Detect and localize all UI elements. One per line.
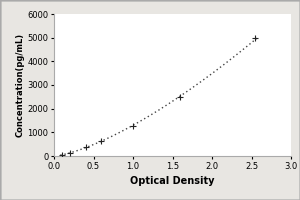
- Y-axis label: Concentration(pg/mL): Concentration(pg/mL): [16, 33, 25, 137]
- X-axis label: Optical Density: Optical Density: [130, 176, 215, 186]
